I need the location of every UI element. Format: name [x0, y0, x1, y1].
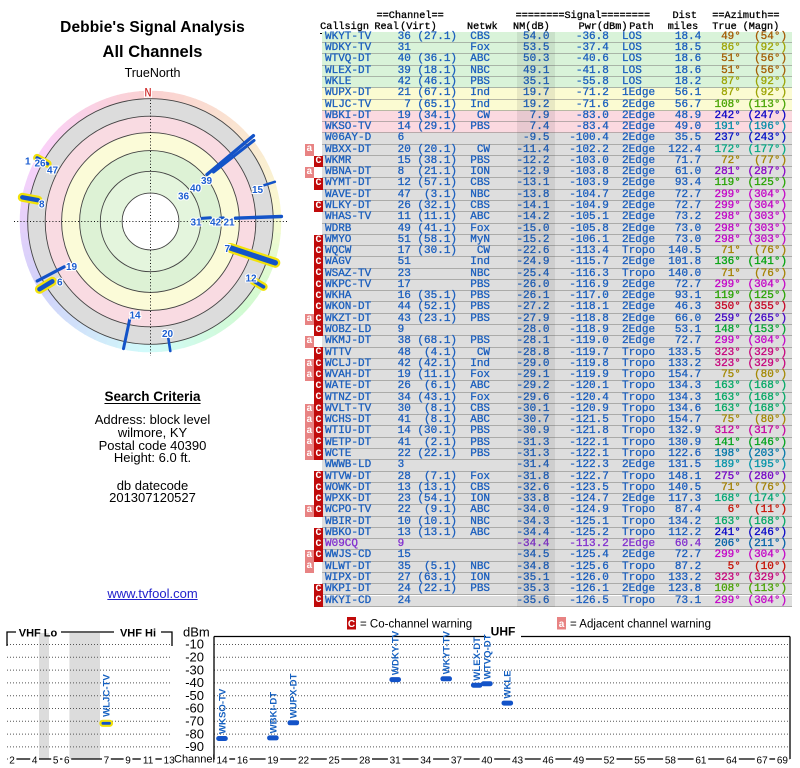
svg-text:2: 2	[9, 756, 15, 767]
svg-text:6: 6	[64, 756, 70, 767]
svg-text:-40: -40	[185, 675, 204, 690]
svg-text:61: 61	[695, 756, 707, 767]
svg-text:19: 19	[66, 262, 78, 273]
svg-text:WLJC-TV: WLJC-TV	[102, 674, 113, 717]
svg-text:dBm: dBm	[183, 625, 210, 640]
svg-text:13: 13	[164, 756, 176, 767]
svg-text:N: N	[144, 87, 152, 101]
svg-text:WUPX-DT: WUPX-DT	[289, 673, 300, 718]
svg-text:-60: -60	[185, 701, 204, 716]
svg-text:-90: -90	[185, 739, 204, 754]
svg-text:16: 16	[237, 756, 249, 767]
svg-text:9: 9	[125, 756, 131, 767]
svg-text:28: 28	[359, 756, 371, 767]
svg-text:43: 43	[512, 756, 524, 767]
svg-text:WBKI-DT: WBKI-DT	[268, 692, 279, 734]
svg-text:= Co-channel warning: = Co-channel warning	[360, 619, 472, 631]
svg-text:1: 1	[25, 157, 31, 168]
svg-text:21: 21	[224, 218, 236, 229]
svg-text:-30: -30	[185, 662, 204, 677]
svg-text:25: 25	[329, 756, 341, 767]
svg-text:40: 40	[190, 184, 202, 195]
svg-text:14: 14	[216, 756, 228, 767]
svg-text:49: 49	[573, 756, 585, 767]
svg-text:-10: -10	[185, 637, 204, 652]
svg-text:a: a	[559, 619, 565, 630]
svg-text:37: 37	[451, 756, 463, 767]
svg-text:20: 20	[162, 329, 174, 340]
svg-text:31: 31	[390, 756, 402, 767]
svg-text:26: 26	[35, 159, 47, 170]
svg-text:UHF: UHF	[491, 625, 516, 639]
svg-text:WDKY-TV: WDKY-TV	[391, 630, 402, 675]
svg-text:WKLE: WKLE	[503, 670, 514, 699]
svg-text:58: 58	[665, 756, 677, 767]
svg-text:-20: -20	[185, 650, 204, 665]
svg-text:12: 12	[246, 274, 258, 285]
svg-text:7: 7	[225, 244, 231, 255]
svg-text:11: 11	[143, 756, 154, 767]
svg-text:40: 40	[481, 756, 493, 767]
svg-text:69: 69	[777, 756, 789, 767]
svg-text:19: 19	[267, 756, 279, 767]
svg-text:4: 4	[32, 756, 38, 767]
svg-text:6: 6	[57, 278, 63, 289]
svg-text:-80: -80	[185, 726, 204, 741]
svg-text:= Adjacent channel warning: = Adjacent channel warning	[570, 619, 711, 631]
svg-text:5: 5	[53, 756, 59, 767]
svg-text:67: 67	[757, 756, 769, 767]
svg-text:WKYT-TV: WKYT-TV	[442, 631, 453, 675]
svg-text:8: 8	[39, 200, 45, 211]
svg-text:47: 47	[47, 166, 59, 177]
svg-text:VHF Hi: VHF Hi	[120, 628, 156, 640]
svg-text:WKSO-TV: WKSO-TV	[217, 688, 228, 734]
svg-text:22: 22	[298, 756, 310, 767]
svg-text:55: 55	[634, 756, 646, 767]
svg-text:WTVQ-DT: WTVQ-DT	[482, 634, 493, 679]
svg-text:64: 64	[726, 756, 738, 767]
svg-text:14: 14	[130, 311, 142, 322]
svg-text:WLEX-DT: WLEX-DT	[472, 637, 483, 681]
svg-text:46: 46	[543, 756, 555, 767]
svg-text:C: C	[348, 619, 355, 630]
svg-text:36: 36	[178, 192, 190, 203]
svg-text:7: 7	[104, 756, 110, 767]
svg-text:15: 15	[252, 185, 264, 196]
svg-text:39: 39	[201, 176, 213, 187]
svg-text:VHF Lo: VHF Lo	[19, 628, 58, 640]
svg-text:-70: -70	[185, 714, 204, 729]
svg-text:42: 42	[210, 218, 222, 229]
svg-text:-50: -50	[185, 688, 204, 703]
svg-text:52: 52	[604, 756, 616, 767]
svg-text:Channel: Channel	[174, 754, 215, 766]
svg-text:34: 34	[420, 756, 432, 767]
svg-text:31: 31	[191, 218, 203, 229]
